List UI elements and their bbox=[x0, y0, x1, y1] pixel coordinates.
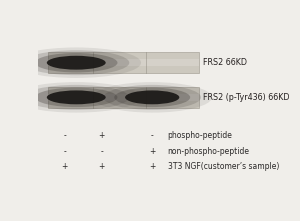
Text: non-phospho-peptide: non-phospho-peptide bbox=[168, 147, 250, 156]
Ellipse shape bbox=[92, 82, 212, 113]
Text: 3T3 NGF(customer’s sample): 3T3 NGF(customer’s sample) bbox=[168, 162, 279, 171]
Ellipse shape bbox=[103, 85, 201, 110]
Text: phospho-peptide: phospho-peptide bbox=[168, 131, 232, 140]
Ellipse shape bbox=[47, 90, 106, 104]
Text: +: + bbox=[99, 162, 105, 171]
Ellipse shape bbox=[11, 48, 141, 78]
Ellipse shape bbox=[35, 53, 118, 72]
Text: -: - bbox=[151, 131, 154, 140]
Text: FRS2 66KD: FRS2 66KD bbox=[203, 58, 247, 67]
Bar bbox=[48, 59, 199, 66]
Ellipse shape bbox=[114, 88, 190, 107]
Text: +: + bbox=[149, 162, 155, 171]
Text: -: - bbox=[63, 131, 66, 140]
Ellipse shape bbox=[35, 88, 118, 107]
Text: +: + bbox=[149, 147, 155, 156]
Text: -: - bbox=[63, 147, 66, 156]
Bar bbox=[48, 52, 199, 74]
Ellipse shape bbox=[11, 82, 141, 113]
Ellipse shape bbox=[23, 85, 129, 110]
Text: FRS2 (p-Tyr436) 66KD: FRS2 (p-Tyr436) 66KD bbox=[203, 93, 290, 102]
Ellipse shape bbox=[125, 90, 179, 104]
Text: -: - bbox=[100, 147, 103, 156]
Ellipse shape bbox=[47, 56, 106, 70]
Text: +: + bbox=[61, 162, 68, 171]
Bar bbox=[48, 94, 199, 101]
Ellipse shape bbox=[23, 50, 129, 75]
Bar bbox=[48, 87, 199, 108]
Text: +: + bbox=[99, 131, 105, 140]
